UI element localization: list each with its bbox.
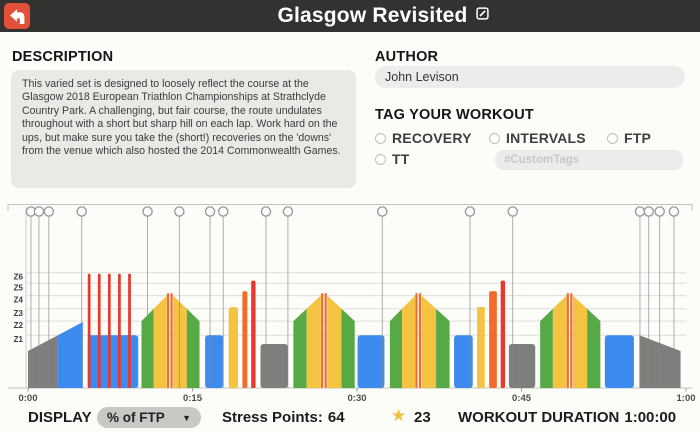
duration-value: 1:00:00 [624, 409, 677, 426]
star-icon: ★ [391, 406, 407, 425]
back-button[interactable] [4, 3, 30, 29]
svg-text:0:30: 0:30 [348, 393, 367, 404]
radio-label-ftp: FTP [624, 130, 652, 146]
title-bar: Glasgow Revisited [0, 0, 700, 32]
display-label: DISPLAY [28, 409, 92, 426]
workout-chart[interactable]: Z1 Z2 Z3 Z4 Z5 Z6 0:00 0:15 0:30 0:45 1:00 [0, 198, 700, 404]
turn-left-arrow-icon [9, 8, 26, 25]
description-heading: DESCRIPTION [12, 49, 114, 65]
tag-option-ftp: FTP [607, 130, 651, 146]
author-heading: AUTHOR [375, 49, 439, 65]
svg-text:Z3: Z3 [14, 309, 24, 318]
svg-text:0:00: 0:00 [18, 393, 37, 404]
svg-text:Z5: Z5 [14, 283, 24, 292]
svg-text:0:45: 0:45 [512, 393, 532, 404]
svg-text:Z2: Z2 [14, 321, 24, 330]
tags-heading: TAG YOUR WORKOUT [375, 107, 534, 123]
radio-recovery[interactable] [375, 132, 386, 144]
tag-option-tt: TT [375, 151, 410, 167]
custom-tags-input[interactable] [495, 150, 683, 170]
svg-text:0:15: 0:15 [183, 393, 203, 404]
stress-points-value: 64 [327, 409, 345, 426]
author-field[interactable] [375, 66, 685, 88]
duration-label: WORKOUT DURATION [458, 409, 620, 426]
title-group: Glasgow Revisited [0, 0, 700, 32]
svg-text:1:00: 1:00 [677, 393, 696, 404]
radio-label-recovery: RECOVERY [392, 130, 472, 146]
display-mode-dropdown[interactable]: % of FTP ▼ [97, 407, 201, 428]
svg-text:Z1: Z1 [14, 335, 24, 344]
chevron-down-icon: ▼ [182, 412, 191, 423]
stress-points-label: Stress Points: [222, 409, 323, 426]
svg-text:Z6: Z6 [14, 273, 24, 282]
tag-option-intervals: INTERVALS [489, 130, 586, 146]
radio-intervals[interactable] [489, 132, 500, 144]
tag-option-recovery: RECOVERY [375, 130, 472, 146]
stress-points: Stress Points: 64 [222, 409, 345, 426]
page-title: Glasgow Revisited [277, 4, 468, 27]
description-field[interactable]: This varied set is designed to loosely r… [11, 70, 356, 188]
workout-duration: WORKOUT DURATION 1:00:00 [458, 409, 676, 426]
radio-label-intervals: INTERVALS [506, 130, 586, 146]
radio-tt[interactable] [375, 153, 386, 165]
display-mode-value: % of FTP [107, 410, 165, 425]
radio-label-tt: TT [392, 151, 410, 167]
star-count: 23 [414, 409, 431, 426]
radio-ftp[interactable] [607, 132, 618, 144]
svg-text:Z4: Z4 [14, 296, 24, 305]
edit-pencil-icon[interactable] [475, 7, 489, 20]
